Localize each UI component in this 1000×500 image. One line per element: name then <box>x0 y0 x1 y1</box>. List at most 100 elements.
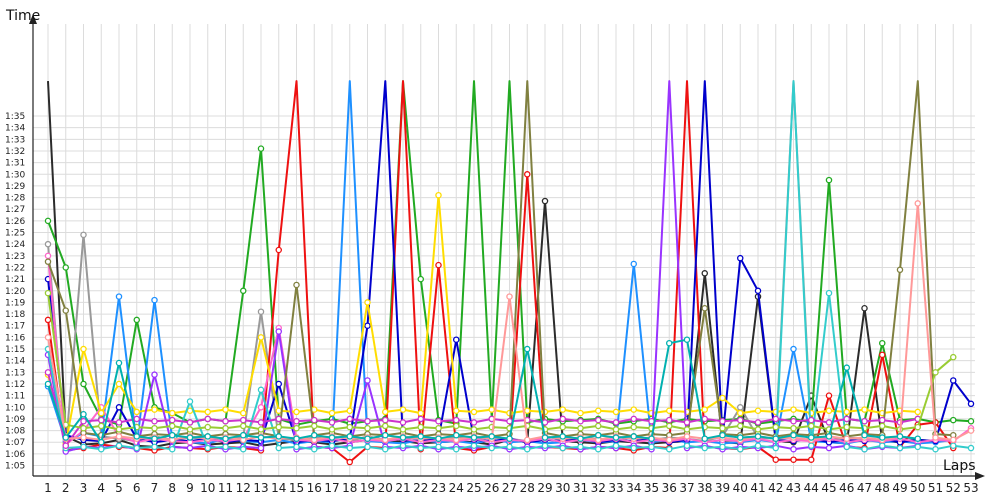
data-point <box>701 270 709 277</box>
data-point <box>737 254 744 262</box>
data-point <box>222 406 229 413</box>
data-point <box>346 407 353 415</box>
data-point <box>275 380 282 388</box>
data-point <box>186 419 194 426</box>
data-point <box>950 377 957 384</box>
data-point <box>44 252 52 260</box>
y-tick-label: 1:13 <box>5 368 25 378</box>
x-tick-label: 32 <box>591 481 606 495</box>
data-point <box>452 407 460 415</box>
data-point <box>559 415 567 423</box>
data-point <box>630 415 638 423</box>
data-point <box>843 423 851 431</box>
data-point <box>861 406 868 413</box>
data-point <box>932 445 939 453</box>
y-tick-label: 1:24 <box>5 240 25 250</box>
data-point <box>630 444 638 452</box>
data-point <box>825 407 833 415</box>
data-point <box>896 433 904 440</box>
data-point <box>381 416 389 424</box>
data-point <box>257 434 265 441</box>
y-tick-label: 1:28 <box>5 194 25 204</box>
data-point <box>541 442 549 449</box>
x-tick-label: 45 <box>821 481 836 495</box>
x-tick-label: 13 <box>253 481 268 495</box>
data-point <box>808 434 815 441</box>
y-axis-title: Time <box>5 8 40 24</box>
data-point <box>435 443 442 451</box>
x-tick-label: 10 <box>200 481 215 495</box>
y-tick-label: 1:11 <box>5 392 25 402</box>
data-point <box>399 426 407 433</box>
data-point <box>381 422 389 430</box>
data-point <box>346 444 353 452</box>
y-tick-label: 1:29 <box>5 182 25 192</box>
data-point <box>790 456 797 463</box>
data-point <box>239 422 247 430</box>
data-point <box>577 435 584 442</box>
data-point <box>364 417 371 425</box>
data-point <box>204 408 211 416</box>
data-point <box>967 427 975 434</box>
x-tick-label: 40 <box>733 481 748 495</box>
data-point <box>399 442 407 449</box>
data-point <box>151 406 158 413</box>
data-point <box>133 444 140 452</box>
data-point <box>825 433 833 440</box>
x-tick-label: 25 <box>466 481 481 495</box>
data-point <box>80 417 87 425</box>
data-point <box>577 417 584 425</box>
data-point <box>204 415 211 423</box>
y-tick-label: 1:05 <box>5 462 25 472</box>
data-point <box>452 431 460 439</box>
data-point <box>257 444 265 452</box>
data-point <box>506 293 513 300</box>
data-point <box>790 424 797 432</box>
x-tick-label: 51 <box>928 481 943 495</box>
x-tick-label: 34 <box>626 481 641 495</box>
x-tick-label: 3 <box>80 481 88 495</box>
y-tick-label: 1:23 <box>5 252 25 262</box>
data-point <box>737 409 744 417</box>
x-tick-label: 43 <box>786 481 801 495</box>
data-point <box>879 351 886 359</box>
data-point <box>808 456 815 463</box>
data-point <box>683 419 691 426</box>
x-tick-label: 12 <box>236 481 251 495</box>
x-tick-label: 41 <box>750 481 765 495</box>
data-point <box>879 434 886 441</box>
data-point <box>133 415 140 423</box>
data-point <box>843 443 851 451</box>
data-point <box>719 417 726 425</box>
data-point <box>737 445 744 453</box>
data-point <box>364 424 371 432</box>
data-point <box>275 328 282 335</box>
data-point <box>151 443 158 451</box>
x-tick-label: 39 <box>715 481 730 495</box>
data-point <box>80 345 87 353</box>
y-tick-label: 1:10 <box>5 403 25 413</box>
data-point <box>843 435 851 442</box>
data-point <box>115 442 123 449</box>
data-point <box>932 369 939 376</box>
data-point <box>808 416 815 424</box>
y-tick-label: 1:21 <box>5 275 25 285</box>
x-tick-label: 44 <box>804 481 819 495</box>
data-point <box>701 415 709 423</box>
y-tick-label: 1:22 <box>5 263 25 273</box>
data-point <box>239 445 247 453</box>
data-point <box>364 377 371 384</box>
data-point <box>825 392 833 399</box>
y-tick-label: 1:15 <box>5 345 25 355</box>
data-point <box>293 408 300 416</box>
data-point <box>310 422 318 430</box>
data-point <box>861 304 868 312</box>
data-point <box>914 423 922 431</box>
data-point <box>98 416 105 424</box>
data-point <box>737 416 744 424</box>
data-point <box>825 289 833 297</box>
data-point <box>719 443 726 451</box>
data-point <box>950 436 957 444</box>
